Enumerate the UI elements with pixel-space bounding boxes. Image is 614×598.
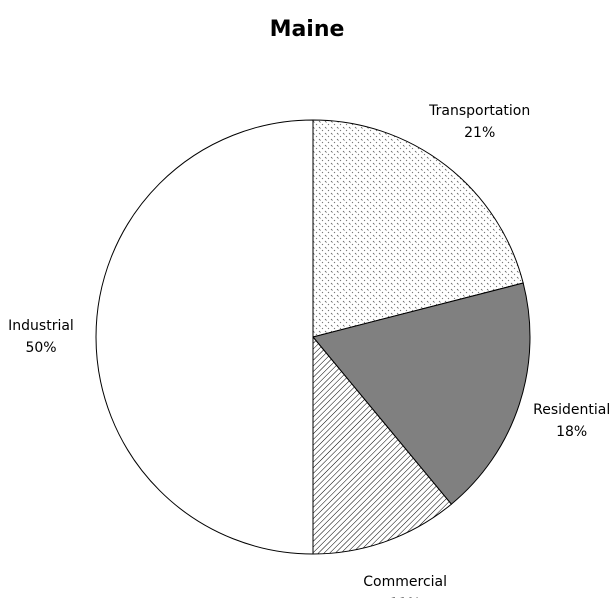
- pie-slice: [312, 119, 524, 338]
- slice-label: Industrial: [8, 318, 74, 334]
- pie-slice: [312, 335, 453, 555]
- slice-value-label: 21%: [464, 125, 495, 141]
- pie-slice: [312, 282, 531, 505]
- chart-title: Maine: [270, 17, 345, 42]
- slice-value-label: 11%: [390, 596, 421, 598]
- slice-label: Transportation: [428, 103, 530, 119]
- slice-label: Commercial: [363, 574, 447, 590]
- slice-label: Residential: [533, 402, 610, 418]
- slice-value-label: 18%: [556, 424, 587, 440]
- slice-value-label: 50%: [25, 340, 56, 356]
- pie-slice: [95, 119, 314, 555]
